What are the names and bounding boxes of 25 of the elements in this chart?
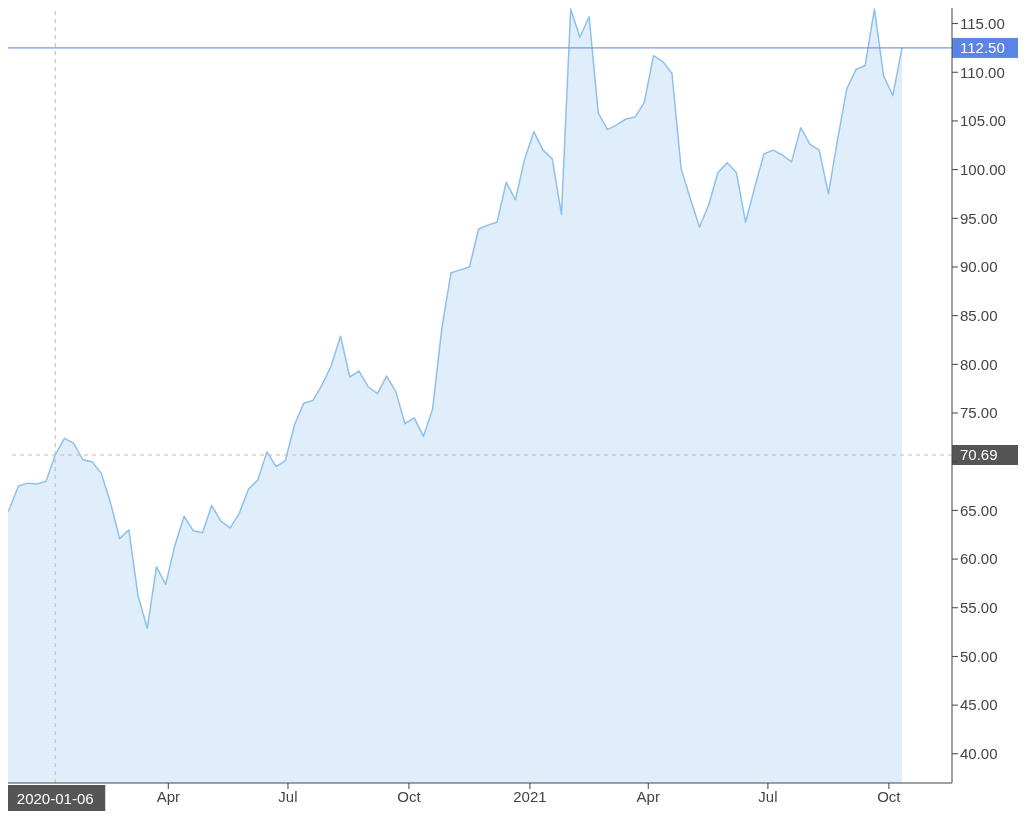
y-tick-label: 40.00 (960, 745, 998, 763)
y-tick-label: 45.00 (960, 696, 998, 714)
x-tick-label: Apr (636, 787, 660, 805)
y-tick-label: 60.00 (960, 550, 998, 568)
y-tick-label: 90.00 (960, 258, 998, 276)
y-tick-label: 115.00 (960, 14, 1005, 32)
x-tick-label: 2021 (513, 787, 547, 805)
y-tick-label: 105.00 (960, 112, 1006, 130)
x-tick-label: Oct (397, 787, 422, 805)
y-tick-label: 80.00 (960, 355, 998, 373)
y-tick-label: 55.00 (960, 599, 998, 617)
y-tick-label: 50.00 (960, 647, 998, 665)
x-tick-label: Jul (278, 787, 298, 805)
x-tick-label: Apr (156, 787, 180, 805)
y-tick-label: 110.00 (960, 63, 1005, 81)
y-tick-label: 100.00 (960, 160, 1006, 178)
ref-line-label: 70.69 (960, 445, 998, 463)
y-tick-label: 85.00 (960, 306, 998, 324)
x-tick-label: Oct (877, 787, 902, 805)
y-tick-label: 75.00 (960, 404, 998, 422)
x-tick-label: Jul (758, 787, 778, 805)
y-tick-label: 95.00 (960, 209, 998, 227)
ref-line-label: 112.50 (960, 38, 1005, 56)
y-tick-label: 65.00 (960, 501, 998, 519)
ref-line-label: 2020-01-06 (16, 790, 94, 807)
